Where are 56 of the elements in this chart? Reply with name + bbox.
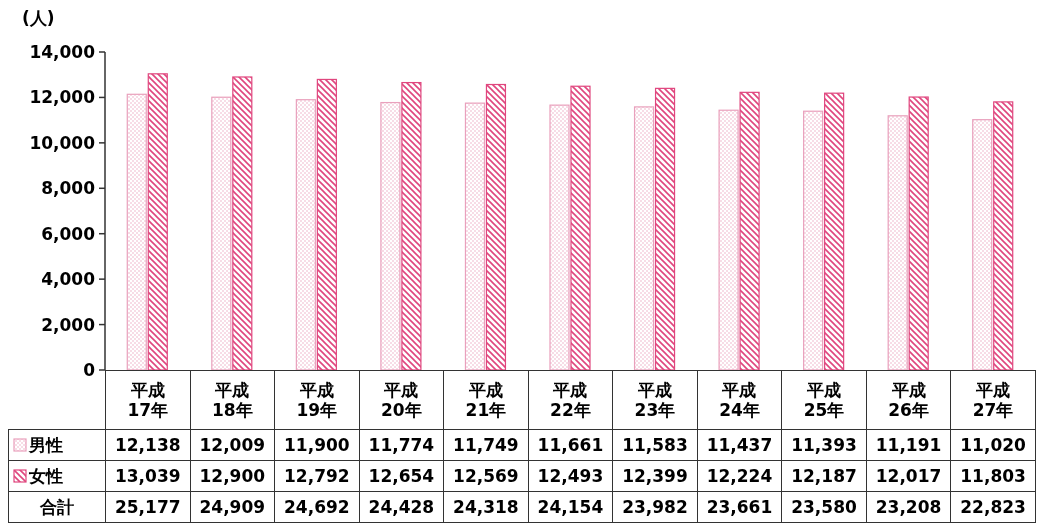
y-tick-label: 8,000 [41,178,96,199]
data-label: 12,017 [866,460,951,492]
legend-label: 男性 [8,429,106,461]
text: 24,154 [528,491,613,523]
x-tick-label: 平成24年 [718,380,761,420]
text: 24,318 [443,491,529,523]
y-tick-label: 14,000 [29,42,96,62]
text: 22,823 [950,491,1036,523]
text: 23,580 [781,491,867,523]
text: 24,692 [274,491,360,523]
data-label: 12,224 [697,460,782,492]
x-tick-label: 平成26年 [887,380,930,420]
data-label: 12,900 [190,460,275,492]
y-tick-label: 6,000 [41,223,96,244]
x-tick-label: 平成18年 [211,380,254,420]
data-label: 11,393 [781,429,867,461]
data-label: 13,039 [105,460,191,492]
text: 23,661 [697,491,782,523]
data-label: 12,792 [274,460,360,492]
text: 23,208 [866,491,951,523]
legend-label: 女性 [8,460,106,492]
x-tick-label: 平成20年 [380,380,423,420]
text: 24,428 [359,491,444,523]
data-label: 12,569 [443,460,529,492]
x-tick-label: 平成27年 [972,380,1015,420]
x-tick-label: 平成17年 [126,380,169,420]
text: 23,982 [612,491,698,523]
x-tick-label: 平成23年 [633,380,676,420]
y-tick-label: 2,000 [41,314,96,335]
data-label: 11,191 [866,429,951,461]
text: 24,909 [190,491,275,523]
data-label: 12,493 [528,460,613,492]
text: 合計 [8,491,106,523]
y-tick-label: 0 [83,360,96,380]
data-label: 12,138 [105,429,191,461]
data-label: 11,437 [697,429,782,461]
y-tick-label: 12,000 [29,87,96,108]
x-tick-label: 平成19年 [295,380,338,420]
x-tick-label: 平成25年 [803,380,846,420]
data-label: 11,661 [528,429,613,461]
x-tick-label: 平成21年 [464,380,507,420]
data-label: 12,009 [190,429,275,461]
x-tick-label: 平成22年 [549,380,592,420]
text: 25,177 [105,491,191,523]
data-label: 11,774 [359,429,444,461]
y-tick-label: 10,000 [29,132,96,153]
data-label: 11,900 [274,429,360,461]
y-axis-title: (人) [22,8,55,28]
data-label: 12,399 [612,460,698,492]
y-tick-label: 4,000 [41,269,96,290]
data-label: 12,187 [781,460,867,492]
data-label: 11,583 [612,429,698,461]
data-label: 11,749 [443,429,529,461]
data-label: 11,020 [950,429,1036,461]
data-label: 12,654 [359,460,444,492]
data-label: 11,803 [950,460,1036,492]
